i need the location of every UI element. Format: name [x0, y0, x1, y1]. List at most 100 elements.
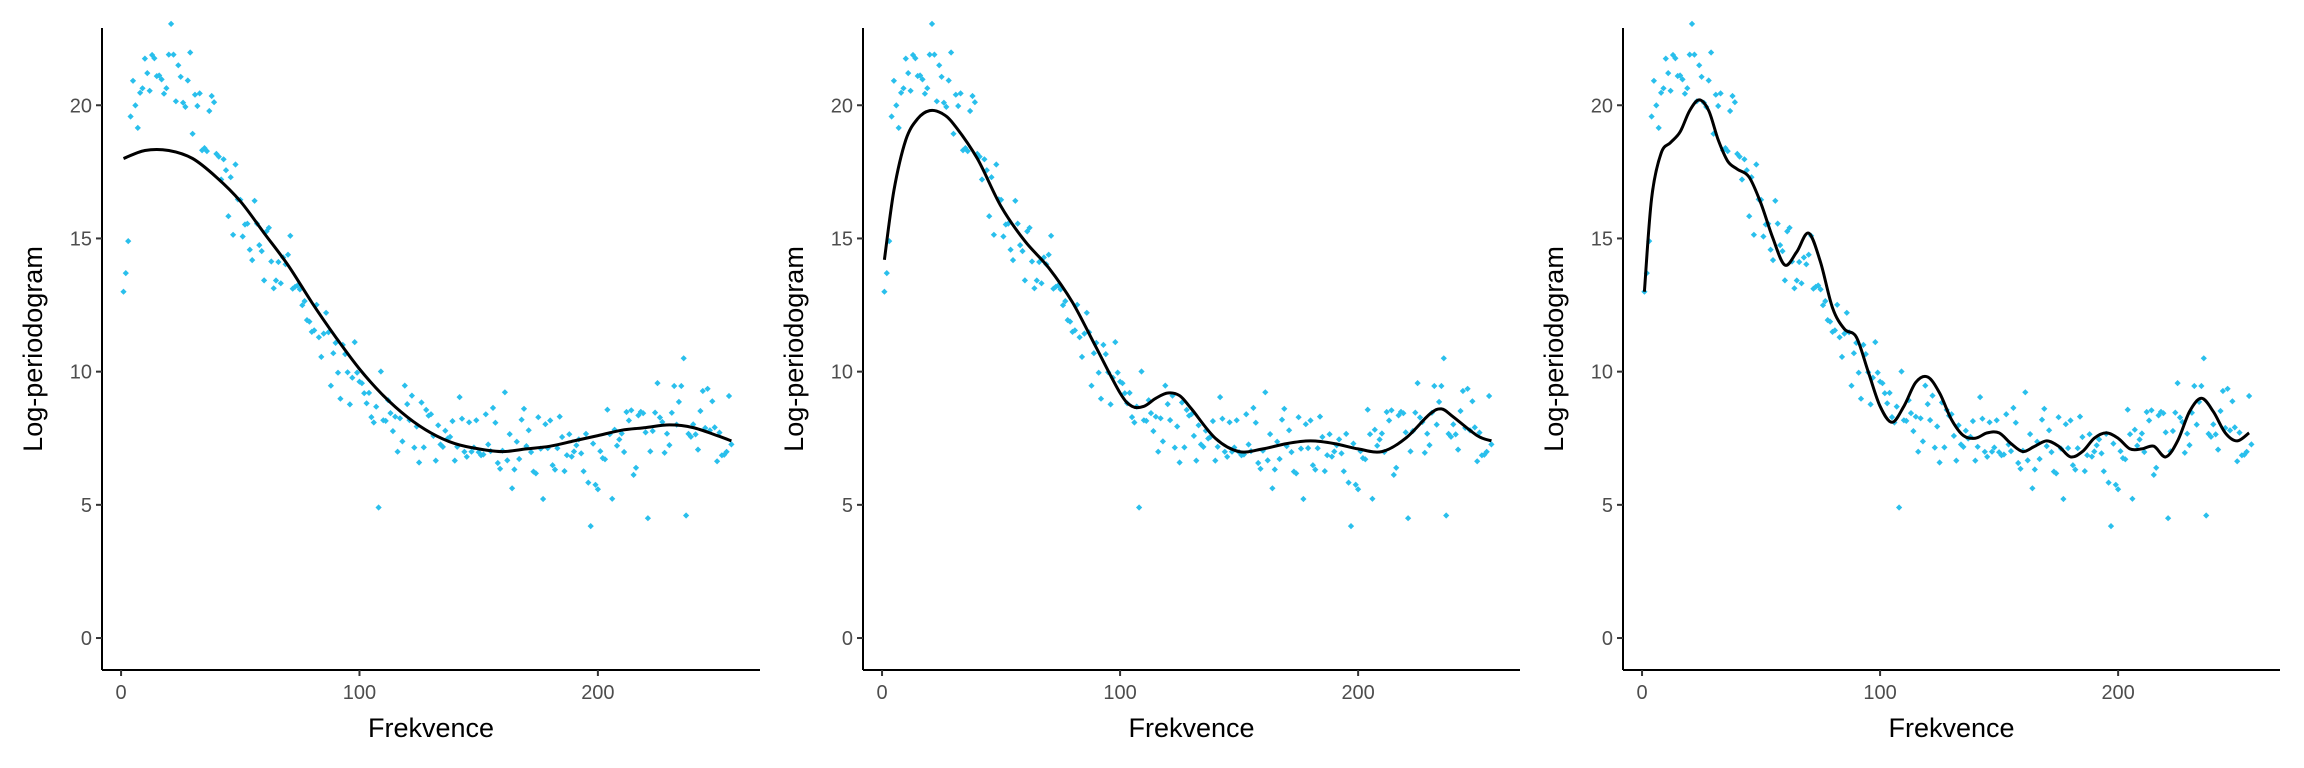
data-point	[1972, 457, 1979, 464]
data-point	[1831, 327, 1839, 334]
data-point	[556, 413, 563, 420]
data-point	[2234, 458, 2241, 465]
data-point	[370, 419, 377, 426]
y-tick-label: 20	[1591, 95, 1613, 117]
data-point	[1672, 55, 1679, 62]
data-point	[423, 406, 430, 414]
data-point	[239, 233, 246, 240]
data-point	[189, 130, 196, 137]
data-point	[1166, 416, 1174, 424]
data-point	[1243, 411, 1250, 418]
data-point	[1307, 417, 1314, 424]
data-point	[1717, 90, 1724, 97]
data-point	[682, 512, 690, 519]
data-point	[905, 69, 912, 77]
data-point	[924, 85, 931, 92]
y-tick-label: 0	[1602, 628, 1613, 650]
data-point	[897, 89, 905, 96]
data-point	[2150, 471, 2157, 479]
data-point	[1819, 302, 1827, 309]
data-point	[1793, 277, 1800, 284]
data-point	[694, 446, 702, 453]
data-point	[251, 197, 258, 204]
data-point	[2055, 414, 2062, 421]
data-point	[418, 399, 425, 406]
data-point	[1278, 416, 1286, 423]
data-point	[442, 427, 449, 434]
data-point	[585, 479, 592, 486]
data-point	[1660, 85, 1667, 92]
data-point	[2117, 448, 2124, 455]
data-point	[2043, 442, 2050, 450]
data-point	[2084, 452, 2091, 459]
data-point	[2041, 405, 2048, 412]
data-point	[723, 448, 730, 455]
data-point	[191, 91, 199, 98]
data-point	[351, 338, 358, 346]
data-point	[1100, 341, 1107, 349]
data-point	[1753, 161, 1760, 168]
data-point	[1454, 446, 1462, 453]
data-point	[1760, 233, 1767, 240]
data-point	[632, 464, 640, 471]
y-tick-label: 10	[1591, 362, 1613, 384]
data-point	[1981, 448, 1988, 455]
data-point	[1988, 448, 1996, 455]
data-point	[1488, 441, 1495, 448]
data-point	[249, 256, 256, 264]
data-point	[2245, 392, 2253, 400]
data-point	[563, 452, 571, 459]
data-point	[1193, 457, 1200, 464]
data-point	[330, 350, 337, 357]
data-point	[938, 73, 945, 80]
data-point	[2003, 411, 2010, 418]
data-point	[1276, 455, 1283, 463]
data-point	[1088, 382, 1095, 389]
data-point	[1886, 389, 1893, 397]
data-point	[1378, 430, 1386, 437]
data-point	[1121, 390, 1128, 397]
data-point	[1128, 413, 1136, 421]
data-point	[1028, 258, 1036, 265]
data-point	[1426, 441, 1433, 449]
data-point	[1879, 380, 1886, 387]
data-point	[1917, 415, 1924, 422]
y-tick-label: 0	[81, 628, 92, 650]
data-point	[482, 411, 489, 418]
data-point	[2038, 416, 2046, 423]
data-point	[952, 91, 959, 98]
data-point	[680, 355, 687, 362]
data-point	[1960, 443, 1967, 451]
data-point	[1376, 436, 1383, 443]
data-point	[1135, 504, 1143, 511]
data-point	[175, 62, 182, 69]
data-point	[489, 404, 497, 412]
data-point	[539, 495, 547, 503]
data-point	[1000, 233, 1007, 240]
data-point	[1881, 390, 1888, 397]
y-tick-label: 20	[70, 95, 92, 117]
data-point	[1107, 401, 1114, 408]
data-point	[1688, 20, 1696, 28]
data-point	[1650, 77, 1658, 84]
x-tick-label: 0	[1636, 682, 1647, 704]
data-point	[1338, 450, 1345, 457]
data-point	[547, 417, 554, 424]
data-point	[1162, 382, 1169, 389]
data-point	[327, 382, 335, 389]
data-point	[2193, 421, 2200, 428]
data-point	[194, 102, 201, 110]
data-point	[1352, 481, 1359, 488]
data-point	[2015, 459, 2022, 467]
data-point	[661, 449, 668, 456]
data-point	[272, 277, 280, 284]
data-point	[1171, 444, 1178, 451]
data-point	[1190, 432, 1198, 440]
data-point	[177, 73, 184, 80]
data-point	[2088, 453, 2096, 460]
data-point	[642, 429, 649, 436]
data-point	[225, 213, 232, 220]
data-point	[461, 448, 468, 455]
data-point	[508, 485, 516, 492]
